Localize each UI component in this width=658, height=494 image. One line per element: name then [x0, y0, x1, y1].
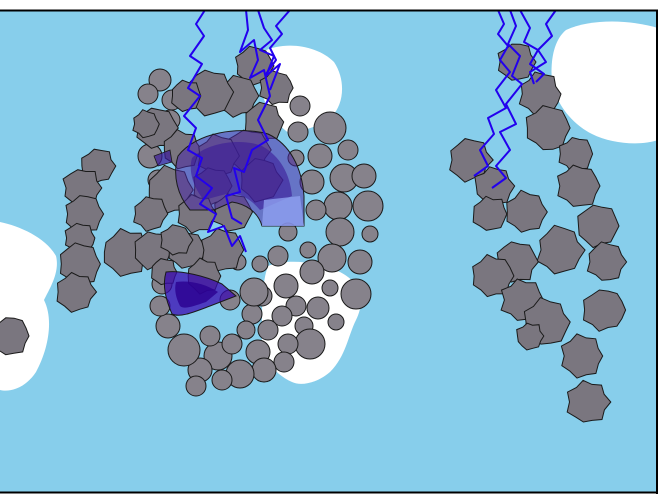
bubble [257, 319, 279, 341]
bubble [305, 199, 327, 221]
shield-upper-tip [153, 149, 173, 167]
rock [506, 189, 548, 233]
rock [586, 241, 628, 281]
bubble [277, 333, 299, 355]
bubble [289, 95, 311, 117]
bubble [221, 333, 243, 355]
rock [560, 333, 604, 379]
rock [160, 224, 194, 256]
rock [56, 271, 98, 313]
bubble [307, 143, 333, 169]
bubble [211, 369, 233, 391]
bubble [271, 305, 293, 327]
cloud-top-right [551, 21, 658, 144]
rock [566, 379, 612, 423]
bubble [352, 190, 384, 222]
rock [472, 195, 508, 231]
rock [201, 227, 245, 272]
bubble [155, 313, 181, 339]
rock [132, 109, 160, 139]
bubble [313, 111, 347, 145]
bubble [236, 320, 256, 340]
rock [557, 164, 601, 207]
bubble [340, 278, 372, 310]
rock [536, 224, 586, 275]
bubble [337, 139, 359, 161]
rock [516, 322, 545, 351]
rock [577, 204, 620, 249]
bubble [323, 191, 353, 221]
energy-shield-upper [153, 130, 305, 227]
lightning-bolt [473, 9, 511, 177]
bubble [239, 277, 269, 307]
bubble [273, 351, 295, 373]
bubble [251, 357, 277, 383]
bubble [148, 68, 172, 92]
bubble [351, 163, 377, 189]
bubble [294, 328, 326, 360]
bubble [137, 83, 159, 105]
bubble [185, 375, 207, 397]
bubble [299, 259, 325, 285]
bubble [299, 241, 317, 259]
bubble [287, 121, 309, 143]
lightning-bolt [183, 9, 247, 253]
shield-upper-light [262, 196, 304, 226]
bubble [273, 273, 299, 299]
shield-lower-inner [175, 281, 218, 308]
bubble [347, 249, 373, 275]
rock-chain-right [449, 43, 628, 423]
lightning-bolt [225, 9, 271, 225]
lightning-bolt [491, 9, 523, 189]
bubble [167, 333, 201, 367]
energy-shield-lower [163, 271, 237, 316]
bubble [306, 296, 330, 320]
bubble [325, 217, 355, 247]
rock-chain-left [0, 148, 117, 356]
rock [65, 195, 105, 233]
shield-upper-mid [190, 142, 292, 210]
frame-top-band [0, 0, 658, 10]
bubble [267, 245, 289, 267]
rock [259, 70, 294, 106]
rock [133, 196, 169, 232]
bubble [251, 255, 269, 273]
lightning-bolt [265, 9, 291, 75]
bubble [361, 225, 379, 243]
rock [0, 317, 30, 356]
bubble [327, 313, 345, 331]
bubble [321, 279, 339, 297]
lightning-bolt [257, 9, 281, 91]
lightning-bolt [529, 9, 557, 85]
rock [582, 289, 627, 332]
bubble [317, 243, 347, 273]
lightning-bolts [183, 9, 557, 253]
bubble [199, 325, 221, 347]
